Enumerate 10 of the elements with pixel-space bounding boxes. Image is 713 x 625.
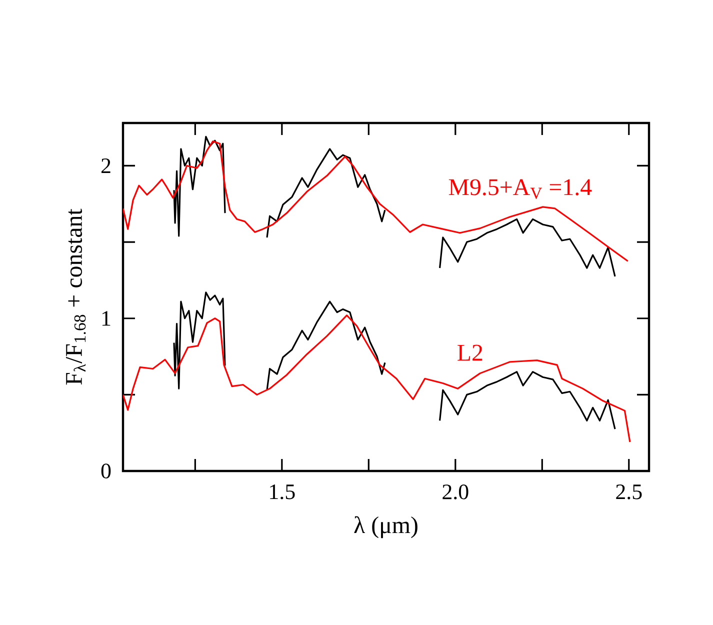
x-axis-title: λ (μm) (354, 516, 418, 538)
y-axis-title: F$_{λ}$/F$_{1.68}$ + constant (66, 208, 86, 385)
series-label: L2 (458, 344, 482, 361)
x-tick-label: 2.0 (442, 484, 468, 500)
y-tick-label: 1 (102, 311, 110, 326)
series-label: M9.5+A$_{V}$ =1.4 (448, 179, 592, 200)
y-tick-label: 0 (101, 464, 111, 478)
y-tick-label: 2 (102, 158, 110, 173)
x-tick-label: 2.5 (616, 484, 642, 500)
x-tick-label: 1.5 (270, 484, 295, 500)
